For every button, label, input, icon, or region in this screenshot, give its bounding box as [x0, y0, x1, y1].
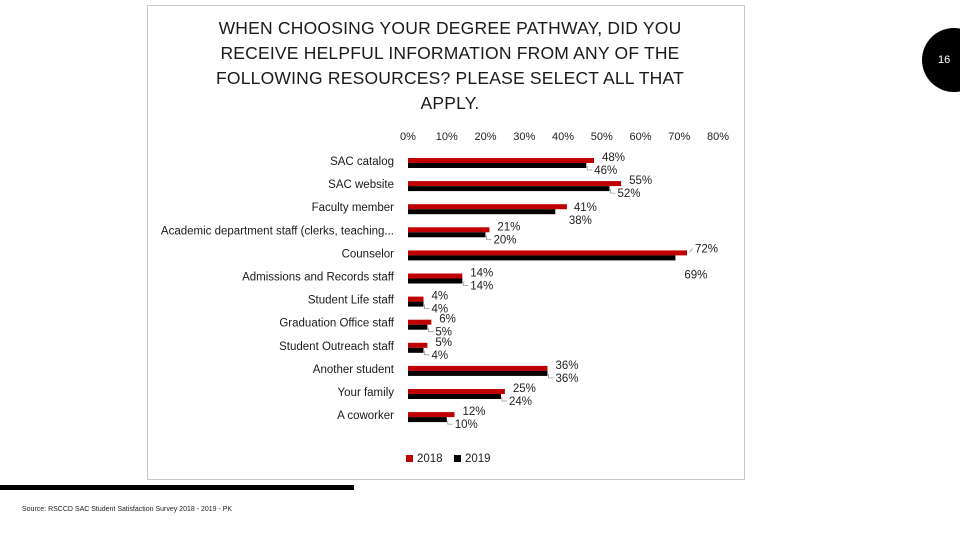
data-label-2018: 55%: [629, 175, 652, 187]
data-label-2019: 38%: [569, 215, 592, 227]
bar-2019: [408, 163, 587, 168]
leader-line: [610, 189, 616, 194]
legend-swatch-2018: [406, 455, 413, 462]
x-tick-label: 70%: [668, 131, 690, 143]
leader-line: [447, 420, 453, 425]
bar-2018: [408, 181, 622, 187]
bar-2019: [408, 324, 428, 330]
data-label-2018: 21%: [497, 221, 520, 233]
chart-frame: [147, 5, 745, 480]
bar-2018: [408, 204, 567, 210]
bar-2019: [408, 186, 610, 192]
x-tick-label: 40%: [552, 131, 574, 143]
data-label-2019: 46%: [594, 165, 617, 177]
data-label-2018: 4%: [432, 291, 449, 303]
leader-line: [424, 304, 430, 309]
x-tick-label: 10%: [436, 131, 458, 143]
leader-line: [586, 166, 593, 171]
data-label-2018: 12%: [463, 406, 486, 418]
data-label-2018: 6%: [439, 314, 456, 326]
bar-2018: [408, 273, 463, 279]
leader-line: [424, 350, 430, 356]
data-label-2018: 36%: [556, 360, 579, 372]
data-label-2018: 48%: [602, 152, 625, 164]
bar-2019: [408, 347, 424, 353]
slide-number-badge: 16: [922, 28, 960, 92]
category-label: Academic department staff (clerks, teach…: [161, 225, 394, 237]
data-label-2019: 52%: [618, 188, 641, 200]
legend-swatch-2019: [454, 455, 461, 462]
leader-line: [501, 397, 507, 402]
source-note: Source: RSCCD SAC Student Satisfaction S…: [22, 506, 233, 513]
bar-2018: [408, 365, 548, 371]
category-label: Faculty member: [312, 202, 395, 214]
x-tick-label: 20%: [474, 131, 496, 143]
bar-2019: [408, 394, 501, 399]
data-label-2018: 25%: [513, 383, 536, 395]
bar-2019: [408, 278, 463, 284]
category-label: Graduation Office staff: [279, 318, 394, 330]
data-label-2019: 4%: [432, 350, 449, 362]
data-label-2019: 14%: [470, 281, 493, 293]
bar-2019: [408, 301, 424, 307]
x-tick-label: 60%: [629, 131, 651, 143]
category-label: Your family: [338, 387, 395, 399]
leader-line: [688, 248, 694, 253]
bar-2018: [408, 389, 505, 394]
bar-2019: [408, 232, 486, 238]
data-label-2019: 4%: [432, 304, 449, 316]
bar-2018: [408, 342, 428, 348]
data-label-2019: 5%: [435, 327, 452, 339]
x-tick-label: 80%: [707, 131, 729, 143]
leader-line: [462, 281, 469, 286]
bar-2018: [408, 250, 687, 256]
data-label-2019: 69%: [684, 269, 707, 281]
x-tick-label: 30%: [513, 131, 535, 143]
x-tick-label: 0%: [400, 131, 416, 143]
leader-line: [548, 373, 554, 379]
chart-title: WHEN CHOOSING YOUR DEGREE PATHWAY, DID Y…: [216, 18, 684, 113]
bar-2018: [408, 158, 594, 163]
footer-rule: [0, 485, 354, 490]
category-label: Admissions and Records staff: [242, 272, 395, 284]
leader-line: [427, 327, 434, 333]
data-label-2018: 14%: [470, 268, 493, 280]
bar-2018: [408, 296, 424, 302]
leader-line: [486, 235, 492, 240]
data-label-2018: 72%: [695, 243, 718, 255]
category-label: SAC catalog: [330, 156, 394, 168]
x-tick-label: 50%: [591, 131, 613, 143]
data-label-2019: 20%: [494, 234, 517, 246]
category-label: Counselor: [342, 248, 395, 260]
data-label-2018: 5%: [435, 337, 452, 349]
category-label: A coworker: [337, 410, 394, 422]
bar-2019: [408, 417, 447, 423]
bar-2019: [408, 255, 676, 261]
bar-2018: [408, 319, 432, 325]
data-label-2019: 10%: [455, 419, 478, 431]
category-label: Another student: [313, 364, 395, 376]
bar-2018: [408, 227, 490, 233]
data-label-2019: 24%: [509, 396, 532, 408]
data-label-2018: 41%: [574, 202, 597, 214]
bar-2019: [408, 209, 556, 215]
bar-2019: [408, 370, 548, 376]
category-label: Student Life staff: [308, 295, 395, 307]
data-label-2019: 36%: [556, 373, 579, 385]
slide-number: 16: [938, 54, 951, 66]
legend-label-2018: 2018: [417, 453, 443, 465]
category-label: SAC website: [328, 179, 394, 191]
bar-2018: [408, 412, 455, 418]
legend-label-2019: 2019: [465, 453, 491, 465]
category-label: Student Outreach staff: [279, 341, 395, 353]
